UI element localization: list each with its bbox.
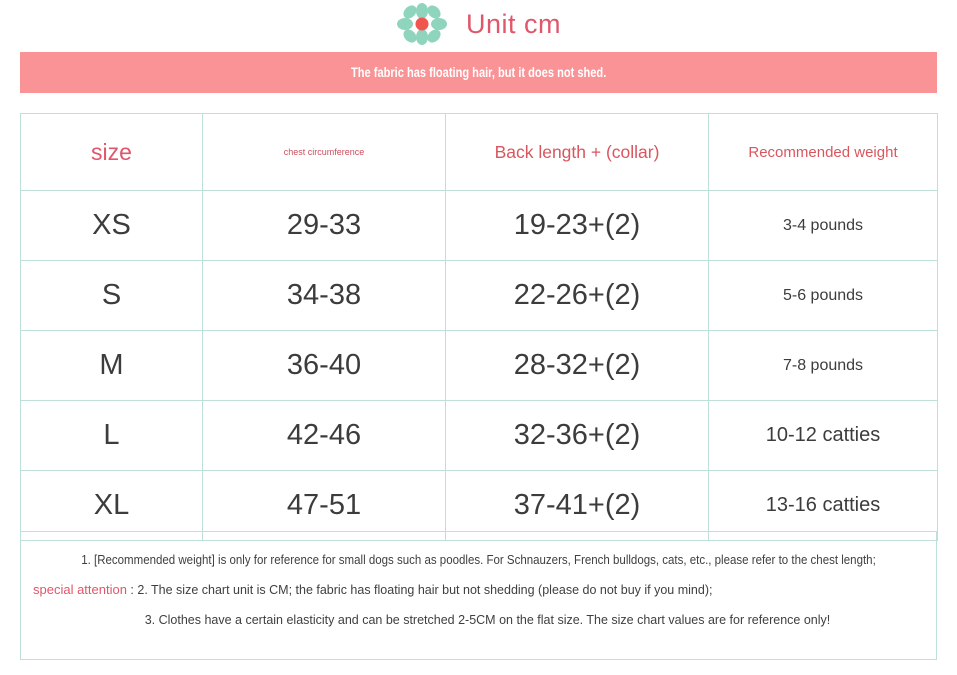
cell-back: 32-36+(2) <box>445 400 709 471</box>
column-header-back: Back length + (collar) <box>445 113 709 191</box>
cell-weight: 10-12 catties <box>708 400 938 471</box>
cell-size: XL <box>20 470 203 541</box>
table-row: XL 47-51 37-41+(2) 13-16 catties <box>20 470 938 541</box>
note-item-1: 1. [Recommended weight] is only for refe… <box>81 553 876 567</box>
table-row: L 42-46 32-36+(2) 10-12 catties <box>20 400 938 471</box>
cell-chest: 36-40 <box>202 330 446 401</box>
cell-weight: 13-16 catties <box>708 470 938 541</box>
cell-size: L <box>20 400 203 471</box>
column-header-chest: chest circumference <box>202 113 446 191</box>
column-header-size: size <box>20 113 203 191</box>
cell-chest: 42-46 <box>202 400 446 471</box>
table-header-row: size chest circumference Back length + (… <box>20 113 938 191</box>
cell-chest: 29-33 <box>202 190 446 261</box>
cell-weight: 3-4 pounds <box>708 190 938 261</box>
cell-back: 28-32+(2) <box>445 330 709 401</box>
cell-chest: 47-51 <box>202 470 446 541</box>
cell-weight: 7-8 pounds <box>708 330 938 401</box>
column-header-weight: Recommended weight <box>708 113 938 191</box>
cell-size: XS <box>20 190 203 261</box>
cell-back: 37-41+(2) <box>445 470 709 541</box>
note-item-2-text: : 2. The size chart unit is CM; the fabr… <box>126 583 713 597</box>
cell-weight: 5-6 pounds <box>708 260 938 331</box>
cell-back: 19-23+(2) <box>445 190 709 261</box>
special-attention-label: special attention <box>33 582 127 597</box>
flower-icon <box>396 3 448 45</box>
page-header: Unit cm <box>0 0 957 46</box>
fabric-notice-text: The fabric has floating hair, but it doe… <box>350 65 607 80</box>
table-row: XS 29-33 19-23+(2) 3-4 pounds <box>20 190 938 261</box>
size-chart-table: size chest circumference Back length + (… <box>20 113 938 541</box>
cell-size: M <box>20 330 203 401</box>
unit-label: Unit cm <box>465 8 561 39</box>
note-item-3: 3. Clothes have a certain elasticity and… <box>144 613 831 627</box>
table-body: XS 29-33 19-23+(2) 3-4 pounds S 34-38 22… <box>20 190 938 541</box>
fabric-notice-banner: The fabric has floating hair, but it doe… <box>20 52 937 93</box>
cell-size: S <box>20 260 203 331</box>
notes-box: 1. [Recommended weight] is only for refe… <box>20 531 937 660</box>
note-item-2: special attention : 2. The size chart un… <box>21 575 936 605</box>
cell-back: 22-26+(2) <box>445 260 709 331</box>
table-row: S 34-38 22-26+(2) 5-6 pounds <box>20 260 938 331</box>
table-row: M 36-40 28-32+(2) 7-8 pounds <box>20 330 938 401</box>
cell-chest: 34-38 <box>202 260 446 331</box>
